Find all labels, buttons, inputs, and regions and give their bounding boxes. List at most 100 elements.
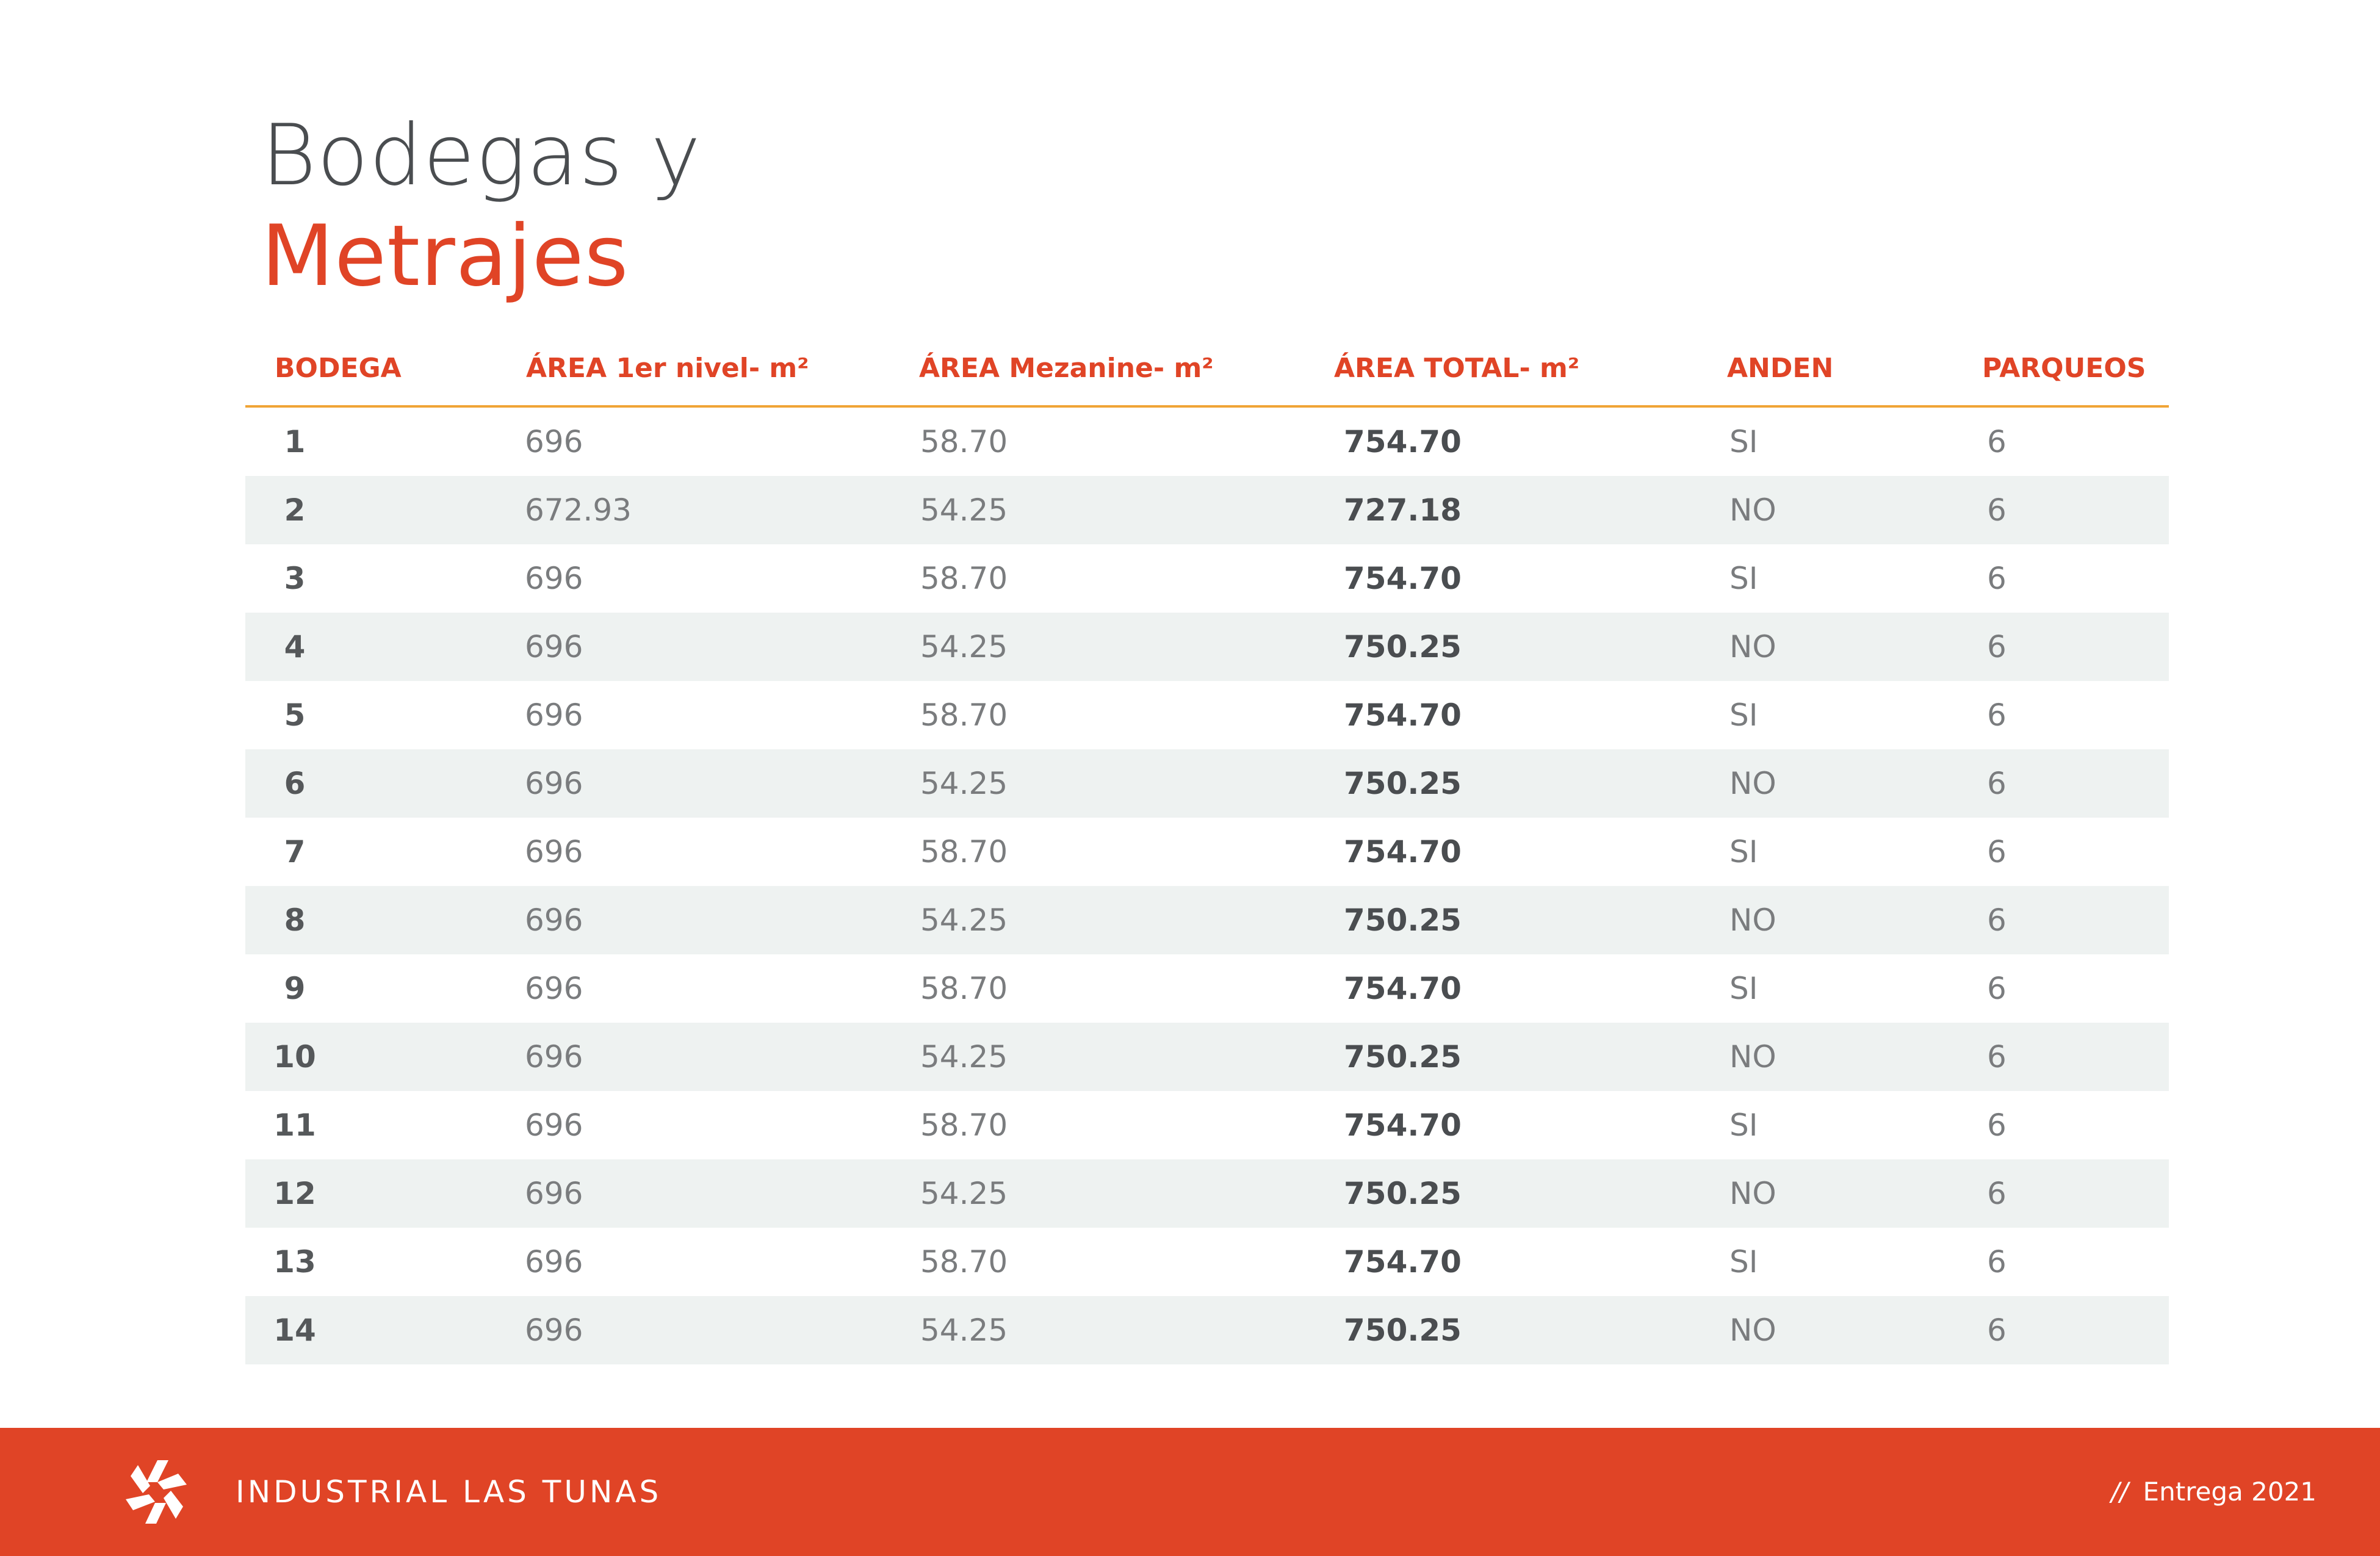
brand-name: INDUSTRIAL LAS TUNAS bbox=[236, 1474, 662, 1510]
cell-area-first-level: 696 bbox=[525, 1176, 583, 1211]
table-row: 4 696 54.25 750.25 NO 6 bbox=[245, 613, 2169, 681]
cell-anden: NO bbox=[1729, 1039, 1776, 1075]
warehouse-table: BODEGA ÁREA 1er nivel- m² ÁREA Mezanine-… bbox=[245, 342, 2169, 1364]
table-row: 11 696 58.70 754.70 SI 6 bbox=[245, 1091, 2169, 1159]
cell-anden: SI bbox=[1729, 697, 1758, 733]
cell-bodega: 11 bbox=[273, 1108, 316, 1143]
cell-area-first-level: 696 bbox=[525, 971, 583, 1006]
cell-area-first-level: 672.93 bbox=[525, 492, 632, 528]
cell-area-mezzanine: 58.70 bbox=[920, 834, 1008, 870]
cell-bodega: 2 bbox=[284, 492, 306, 528]
header-area-mezzanine: ÁREA Mezanine- m² bbox=[919, 353, 1214, 384]
cell-anden: NO bbox=[1729, 902, 1776, 938]
cell-area-first-level: 696 bbox=[525, 1313, 583, 1348]
cell-anden: NO bbox=[1729, 1176, 1776, 1211]
cell-area-mezzanine: 58.70 bbox=[920, 424, 1008, 459]
cell-anden: NO bbox=[1729, 1313, 1776, 1348]
table-row: 1 696 58.70 754.70 SI 6 bbox=[245, 408, 2169, 476]
cell-bodega: 9 bbox=[284, 971, 306, 1006]
cell-bodega: 6 bbox=[284, 766, 306, 801]
table-row: 10 696 54.25 750.25 NO 6 bbox=[245, 1023, 2169, 1091]
cell-area-first-level: 696 bbox=[525, 834, 583, 870]
cell-area-first-level: 696 bbox=[525, 697, 583, 733]
cell-area-first-level: 696 bbox=[525, 424, 583, 459]
cell-parqueos: 6 bbox=[1987, 1108, 2007, 1143]
cell-bodega: 8 bbox=[284, 902, 306, 938]
cell-area-total: 754.70 bbox=[1344, 424, 1462, 459]
cell-bodega: 3 bbox=[284, 561, 306, 596]
cell-area-total: 754.70 bbox=[1344, 1108, 1462, 1143]
delivery-label: // Entrega 2021 bbox=[2111, 1428, 2317, 1556]
title-line-2: Metrajes bbox=[261, 207, 629, 305]
cell-bodega: 14 bbox=[273, 1313, 316, 1348]
table-row: 14 696 54.25 750.25 NO 6 bbox=[245, 1296, 2169, 1364]
cell-parqueos: 6 bbox=[1987, 697, 2007, 733]
cell-area-mezzanine: 58.70 bbox=[920, 1108, 1008, 1143]
cell-parqueos: 6 bbox=[1987, 971, 2007, 1006]
cell-area-total: 754.70 bbox=[1344, 834, 1462, 870]
table-row: 9 696 58.70 754.70 SI 6 bbox=[245, 954, 2169, 1023]
header-area-first-level: ÁREA 1er nivel- m² bbox=[526, 353, 809, 384]
cell-parqueos: 6 bbox=[1987, 834, 2007, 870]
cell-area-total: 750.25 bbox=[1344, 902, 1462, 938]
cell-area-total: 754.70 bbox=[1344, 697, 1462, 733]
cell-anden: SI bbox=[1729, 1108, 1758, 1143]
cell-bodega: 13 bbox=[273, 1244, 316, 1280]
delivery-text: Entrega 2021 bbox=[2143, 1477, 2317, 1507]
title-line-1: Bodegas y bbox=[261, 106, 702, 204]
cell-area-total: 750.25 bbox=[1344, 1039, 1462, 1075]
pinwheel-logo-icon bbox=[126, 1460, 187, 1524]
cell-area-mezzanine: 58.70 bbox=[920, 1244, 1008, 1280]
table-row: 2 672.93 54.25 727.18 NO 6 bbox=[245, 476, 2169, 544]
cell-parqueos: 6 bbox=[1987, 766, 2007, 801]
cell-area-total: 727.18 bbox=[1344, 492, 1462, 528]
cell-anden: SI bbox=[1729, 971, 1758, 1006]
cell-area-mezzanine: 54.25 bbox=[920, 629, 1008, 665]
header-anden: ANDEN bbox=[1727, 353, 1834, 384]
cell-parqueos: 6 bbox=[1987, 1176, 2007, 1211]
table-row: 3 696 58.70 754.70 SI 6 bbox=[245, 544, 2169, 613]
table-row: 7 696 58.70 754.70 SI 6 bbox=[245, 818, 2169, 886]
cell-parqueos: 6 bbox=[1987, 561, 2007, 596]
cell-anden: SI bbox=[1729, 561, 1758, 596]
cell-parqueos: 6 bbox=[1987, 1244, 2007, 1280]
cell-bodega: 12 bbox=[273, 1176, 316, 1211]
cell-anden: NO bbox=[1729, 766, 1776, 801]
cell-area-total: 754.70 bbox=[1344, 971, 1462, 1006]
table-row: 13 696 58.70 754.70 SI 6 bbox=[245, 1228, 2169, 1296]
cell-parqueos: 6 bbox=[1987, 424, 2007, 459]
cell-anden: NO bbox=[1729, 629, 1776, 665]
cell-parqueos: 6 bbox=[1987, 629, 2007, 665]
cell-area-total: 754.70 bbox=[1344, 1244, 1462, 1280]
table-row: 8 696 54.25 750.25 NO 6 bbox=[245, 886, 2169, 954]
header-parqueos: PARQUEOS bbox=[1982, 353, 2146, 384]
cell-area-mezzanine: 58.70 bbox=[920, 697, 1008, 733]
table-body: 1 696 58.70 754.70 SI 6 2 672.93 54.25 727.18 NO 6 3… bbox=[245, 408, 2169, 1364]
cell-area-mezzanine: 54.25 bbox=[920, 1313, 1008, 1348]
table-row: 5 696 58.70 754.70 SI 6 bbox=[245, 681, 2169, 749]
table-row: 6 696 54.25 750.25 NO 6 bbox=[245, 749, 2169, 818]
page-title: Bodegas y Metrajes bbox=[261, 104, 701, 305]
cell-area-first-level: 696 bbox=[525, 902, 583, 938]
cell-area-first-level: 696 bbox=[525, 766, 583, 801]
cell-area-first-level: 696 bbox=[525, 561, 583, 596]
cell-area-mezzanine: 54.25 bbox=[920, 492, 1008, 528]
cell-area-total: 750.25 bbox=[1344, 1313, 1462, 1348]
table-header: BODEGA ÁREA 1er nivel- m² ÁREA Mezanine-… bbox=[245, 342, 2169, 408]
cell-area-first-level: 696 bbox=[525, 629, 583, 665]
cell-bodega: 1 bbox=[284, 424, 306, 459]
cell-bodega: 4 bbox=[284, 629, 306, 665]
cell-area-first-level: 696 bbox=[525, 1108, 583, 1143]
cell-parqueos: 6 bbox=[1987, 492, 2007, 528]
cell-area-mezzanine: 58.70 bbox=[920, 561, 1008, 596]
cell-anden: SI bbox=[1729, 424, 1758, 459]
cell-area-mezzanine: 54.25 bbox=[920, 1176, 1008, 1211]
cell-area-mezzanine: 54.25 bbox=[920, 902, 1008, 938]
cell-area-total: 750.25 bbox=[1344, 629, 1462, 665]
cell-area-first-level: 696 bbox=[525, 1039, 583, 1075]
cell-anden: SI bbox=[1729, 834, 1758, 870]
table-row: 12 696 54.25 750.25 NO 6 bbox=[245, 1159, 2169, 1228]
cell-anden: NO bbox=[1729, 492, 1776, 528]
cell-area-total: 750.25 bbox=[1344, 766, 1462, 801]
footer-separator: // bbox=[2111, 1477, 2129, 1507]
